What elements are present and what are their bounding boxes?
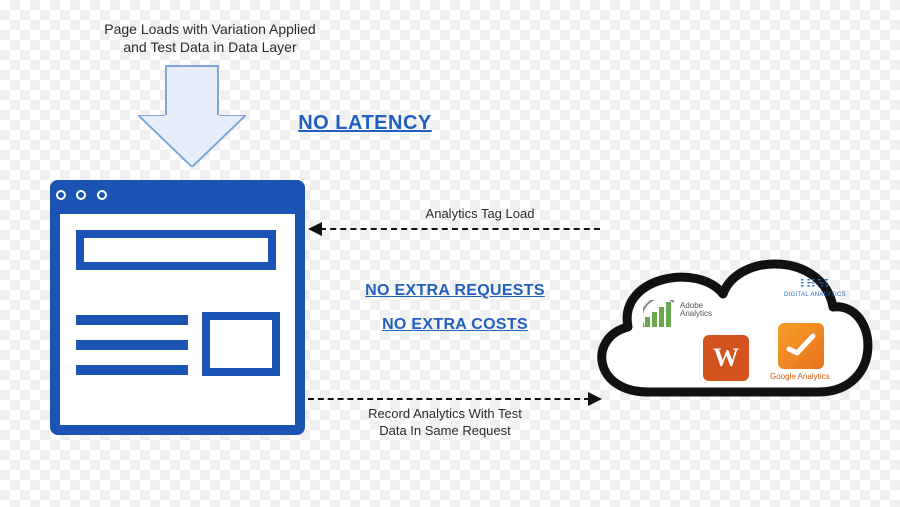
google-analytics-icon: [778, 323, 824, 369]
browser-content-line: [76, 315, 188, 325]
window-dot-icon: [56, 190, 66, 200]
ibm-logo-text: IBM: [775, 276, 855, 292]
window-dot-icon: [97, 190, 107, 200]
browser-titlebar: [50, 180, 305, 214]
ga-check-icon: [786, 331, 816, 361]
browser-content-box: [202, 312, 280, 376]
adobe-analytics-icon: [643, 300, 677, 330]
top-caption: Page Loads with Variation Applied and Te…: [60, 20, 360, 56]
arrowhead-right-icon: [588, 392, 602, 406]
connector-bottom-label: Record Analytics With Test Data In Same …: [330, 406, 560, 440]
top-caption-line2: and Test Data in Data Layer: [60, 38, 360, 56]
callout-no-extra-requests: NO EXTRA REQUESTS: [345, 282, 565, 300]
ibm-analytics-label: IBM DIGITAL ANALYTICS: [775, 276, 855, 298]
arrowhead-left-icon: [308, 222, 322, 236]
webtrends-icon: W: [703, 335, 749, 381]
browser-content-line: [76, 365, 188, 375]
ibm-sublabel: DIGITAL ANALYTICS: [775, 292, 855, 298]
connector-analytics-tag-load: [320, 228, 600, 230]
connector-bottom-label-line1: Record Analytics With Test: [330, 406, 560, 423]
down-arrow-stem: [165, 65, 219, 117]
connector-record-analytics: [308, 398, 590, 400]
window-dot-icon: [76, 190, 86, 200]
webtrends-glyph: W: [713, 343, 739, 373]
analytics-cloud-icon: [578, 222, 883, 427]
callout-no-latency: NO LATENCY: [275, 112, 455, 135]
adobe-analytics-label: Adobe Analytics: [680, 302, 712, 318]
down-arrow-head: [138, 115, 246, 167]
top-caption-line1: Page Loads with Variation Applied: [60, 20, 360, 38]
adobe-label-line2: Analytics: [680, 310, 712, 318]
browser-icon: [50, 180, 305, 435]
browser-address-bar: [76, 230, 276, 270]
browser-content-line: [76, 340, 188, 350]
google-analytics-label: Google Analytics: [770, 373, 830, 381]
callout-no-extra-costs: NO EXTRA COSTS: [345, 316, 565, 334]
connector-top-label: Analytics Tag Load: [370, 206, 590, 223]
connector-bottom-label-line2: Data In Same Request: [330, 423, 560, 440]
